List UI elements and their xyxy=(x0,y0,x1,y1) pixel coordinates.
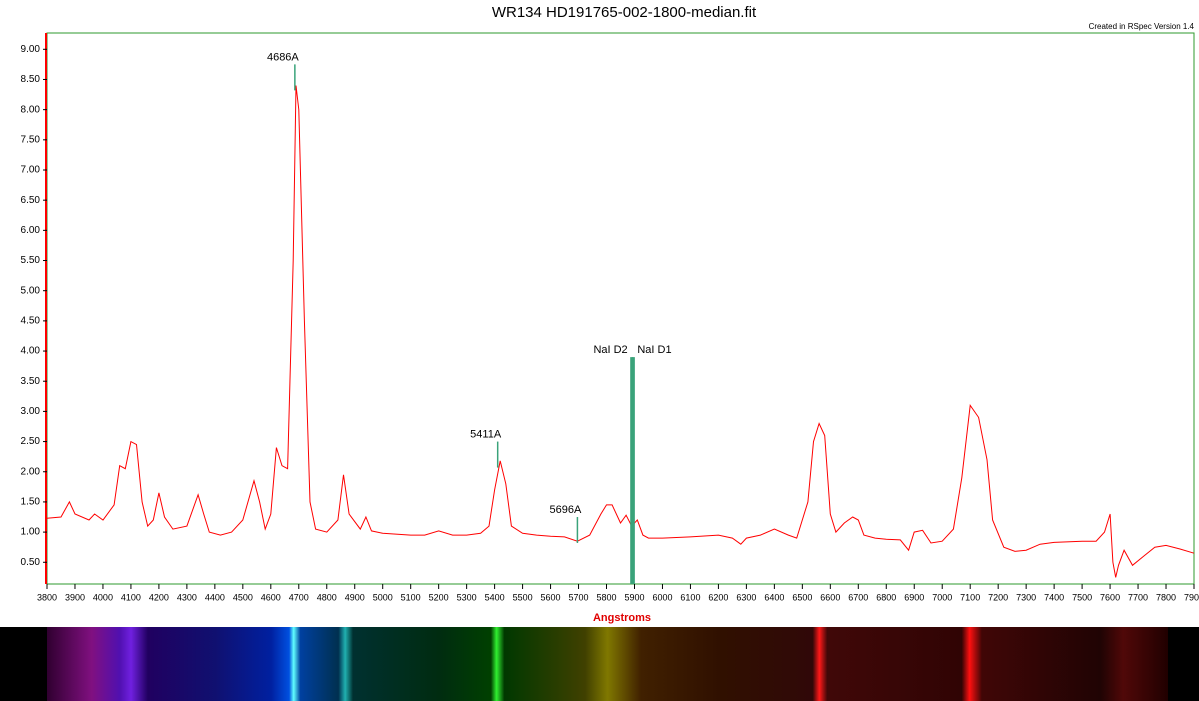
x-tick-label: 5200 xyxy=(429,592,449,602)
annotation-label: NaI D2 xyxy=(593,344,627,356)
x-tick-label: 3800 xyxy=(37,592,57,602)
annotation-label: 4686A xyxy=(267,51,299,63)
y-tick-label: 7.50 xyxy=(21,134,41,145)
x-tick-label: 5900 xyxy=(624,592,644,602)
y-tick-label: 3.00 xyxy=(21,406,41,417)
spectrum-line xyxy=(46,85,1195,578)
y-tick-label: 5.50 xyxy=(21,255,41,266)
x-tick-label: 6300 xyxy=(736,592,756,602)
x-tick-label: 4000 xyxy=(93,592,113,602)
x-tick-label: 6800 xyxy=(876,592,896,602)
x-tick-label: 5400 xyxy=(485,592,505,602)
x-tick-label: 6200 xyxy=(708,592,728,602)
y-tick-label: 8.00 xyxy=(21,104,41,115)
x-tick-label: 7400 xyxy=(1044,592,1064,602)
x-tick-label: 6100 xyxy=(680,592,700,602)
x-tick-label: 4900 xyxy=(345,592,365,602)
y-tick-label: 1.50 xyxy=(21,497,41,508)
x-tick-label: 7700 xyxy=(1128,592,1148,602)
y-tick-label: 1.00 xyxy=(21,527,41,538)
y-tick-label: 4.00 xyxy=(21,346,41,357)
x-tick-label: 3900 xyxy=(65,592,85,602)
x-tick-label: 7100 xyxy=(960,592,980,602)
x-tick-label: 4600 xyxy=(261,592,281,602)
x-tick-label: 6600 xyxy=(820,592,840,602)
x-tick-label: 4400 xyxy=(205,592,225,602)
annotation-label: NaI D1 xyxy=(637,344,671,356)
annotation-label: 5696A xyxy=(550,504,582,516)
y-tick-label: 9.00 xyxy=(21,44,41,55)
x-tick-label: 6400 xyxy=(764,592,784,602)
x-tick-label: 5000 xyxy=(373,592,393,602)
x-tick-label: 7300 xyxy=(1016,592,1036,602)
y-tick-label: 8.50 xyxy=(21,74,41,85)
x-tick-label: 4200 xyxy=(149,592,169,602)
x-tick-label: 6000 xyxy=(652,592,672,602)
x-tick-label: 6700 xyxy=(848,592,868,602)
x-tick-label: 5600 xyxy=(541,592,561,602)
plot-frame xyxy=(46,32,1195,585)
x-tick-label: 7600 xyxy=(1100,592,1120,602)
x-tick-label: 5800 xyxy=(596,592,616,602)
spectrum-strip xyxy=(47,627,1168,701)
x-tick-label: 7200 xyxy=(988,592,1008,602)
y-tick-label: 0.50 xyxy=(21,557,41,568)
x-tick-label: 6500 xyxy=(792,592,812,602)
x-tick-label: 7500 xyxy=(1072,592,1092,602)
x-tick-label: 4300 xyxy=(177,592,197,602)
chart-title: WR134 HD191765-002-1800-median.fit xyxy=(492,4,757,21)
y-tick-label: 5.00 xyxy=(21,285,41,296)
y-tick-label: 6.00 xyxy=(21,225,41,236)
x-axis-label: Angstroms xyxy=(593,612,651,624)
x-tick-label: 5500 xyxy=(513,592,533,602)
x-tick-label: 4800 xyxy=(317,592,337,602)
x-tick-label: 7000 xyxy=(932,592,952,602)
y-tick-label: 4.50 xyxy=(21,316,41,327)
y-tick-label: 6.50 xyxy=(21,195,41,206)
annotation-label: 5411A xyxy=(470,428,502,440)
x-tick-label: 4100 xyxy=(121,592,141,602)
x-tick-label: 5300 xyxy=(457,592,477,602)
x-tick-label: 7800 xyxy=(1156,592,1176,602)
x-tick-label: 4700 xyxy=(289,592,309,602)
y-tick-label: 2.50 xyxy=(21,436,41,447)
y-tick-label: 2.00 xyxy=(21,466,41,477)
x-tick-label: 5100 xyxy=(401,592,421,602)
x-tick-label: 5700 xyxy=(569,592,589,602)
x-tick-label: 6900 xyxy=(904,592,924,602)
subtitle: Created in RSpec Version 1.4 xyxy=(1089,22,1195,31)
y-tick-label: 3.50 xyxy=(21,376,41,387)
x-tick-label: 4500 xyxy=(233,592,253,602)
x-tick-label: 7900 xyxy=(1184,592,1199,602)
y-tick-label: 7.00 xyxy=(21,165,41,176)
